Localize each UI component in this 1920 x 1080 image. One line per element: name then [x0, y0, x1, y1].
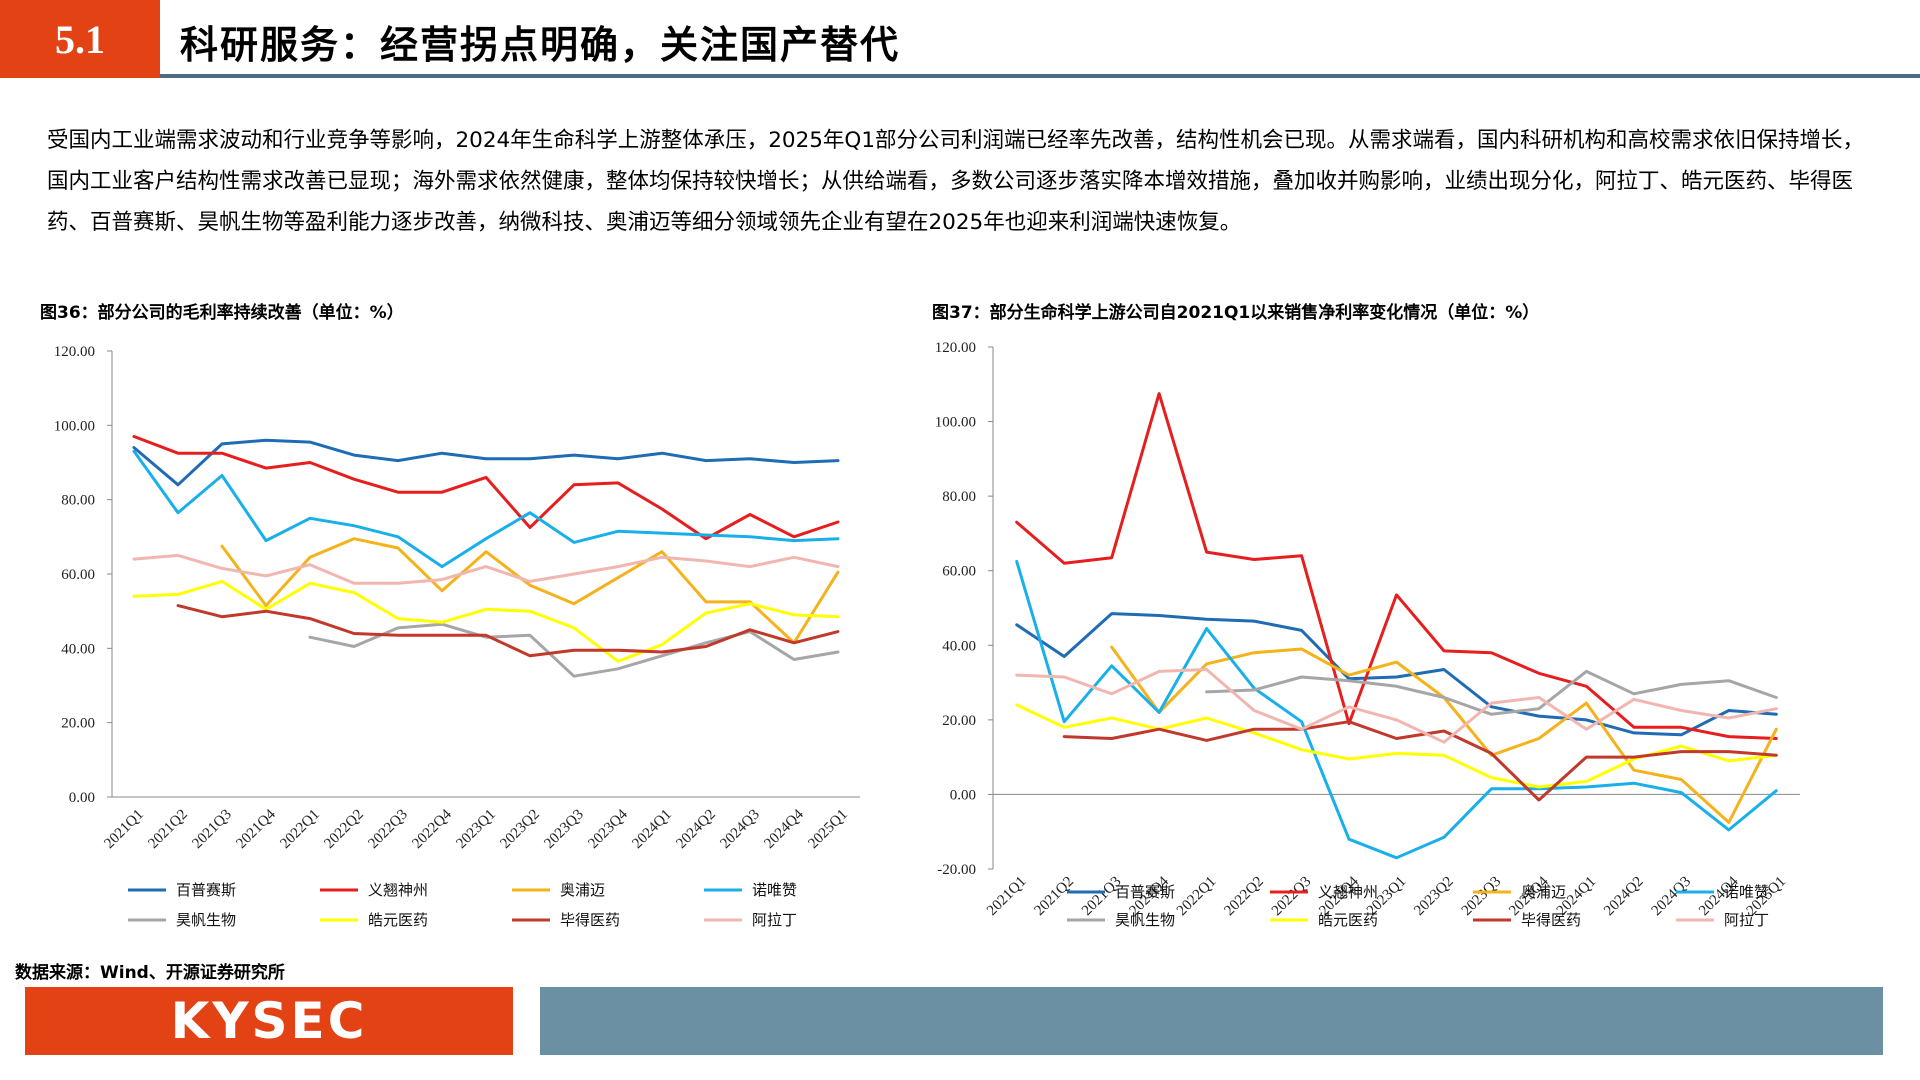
figure-36-title: 图36：部分公司的毛利率持续改善（单位：%）	[40, 303, 404, 323]
x-tick-label: 2021Q3	[189, 807, 234, 852]
x-tick-label: 2023Q2	[497, 807, 542, 852]
y-tick-label: 80.00	[942, 489, 976, 505]
footer-bar	[540, 987, 1883, 1055]
y-tick-label: 40.00	[942, 638, 976, 654]
x-tick-label: 2021Q4	[233, 806, 279, 852]
logo-text: KYSEC	[170, 992, 368, 1050]
y-tick-label: 100.00	[935, 415, 976, 431]
legend-label: 奥浦迈	[560, 881, 605, 899]
x-tick-label: 2023Q2	[1411, 874, 1456, 919]
legend-label: 昊帆生物	[1115, 911, 1175, 929]
gross-margin-chart: 0.00 20.00 40.00 60.00 80.00 100.00 120.00 2021…	[54, 344, 860, 929]
data-source: 数据来源：Wind、开源证券研究所	[15, 963, 285, 983]
series-line	[1205, 669, 1778, 716]
figure-37-title: 图37：部分生命科学上游公司自2021Q1以来销售净利率变化情况（单位：%）	[932, 303, 1540, 323]
x-tick-label: 2022Q1	[1174, 874, 1219, 919]
x-tick-label: 2024Q3	[1649, 874, 1694, 919]
net-margin-chart: -20.00 0.00 20.00 40.00 60.00 80.00 100.00 120.…	[935, 340, 1800, 929]
x-tick-label: 2021Q2	[145, 807, 190, 852]
kysec-logo: KYSEC	[25, 987, 513, 1055]
y-tick-label: 0.00	[69, 790, 95, 806]
x-tick-label: 2024Q4	[761, 806, 807, 852]
series-line	[176, 604, 840, 658]
header-divider	[160, 74, 1920, 78]
legend-label: 百普赛斯	[1115, 883, 1175, 901]
page-title: 科研服务：经营拐点明确，关注国产替代	[180, 23, 901, 67]
series-line	[1015, 559, 1778, 860]
x-tick-label: 2022Q1	[277, 807, 322, 852]
x-tick-label: 2024Q1	[629, 807, 674, 852]
x-tick-label: 2023Q3	[1459, 874, 1504, 919]
x-tick-label: 2022Q2	[1221, 874, 1266, 919]
x-tick-label: 2022Q3	[365, 807, 410, 852]
y-tick-label: 0.00	[950, 787, 976, 803]
x-tick-label: 2022Q3	[1269, 874, 1314, 919]
x-tick-label: 2023Q1	[453, 807, 498, 852]
legend-label: 诺唯赞	[752, 881, 797, 899]
legend-label: 阿拉丁	[1724, 911, 1769, 929]
intro-paragraph: 受国内工业端需求波动和行业竞争等影响，2024年生命科学上游整体承压，2025年…	[47, 128, 1865, 235]
legend-label: 义翘神州	[1318, 883, 1378, 901]
legend-label: 阿拉丁	[752, 911, 797, 929]
y-tick-label: 60.00	[942, 564, 976, 580]
header: 5.1 科研服务：经营拐点明确，关注国产替代	[0, 0, 1920, 78]
y-tick-label: 80.00	[61, 493, 95, 509]
series-line	[132, 449, 840, 569]
legend-label: 毕得医药	[1521, 911, 1581, 929]
x-tick-label: 2022Q4	[409, 806, 455, 852]
x-tick-label: 2021Q1	[984, 874, 1029, 919]
legend-label: 毕得医药	[560, 911, 620, 929]
series-line	[132, 438, 840, 487]
y-tick-label: -20.00	[937, 862, 976, 878]
y-tick-label: 40.00	[61, 641, 95, 657]
x-tick-label: 2025Q1	[805, 807, 850, 852]
series-line	[1015, 392, 1778, 740]
y-tick-label: 20.00	[61, 716, 95, 732]
legend-label: 百普赛斯	[176, 881, 236, 899]
x-tick-label: 2021Q1	[101, 807, 146, 852]
x-tick-label: 2023Q4	[585, 806, 631, 852]
legend-label: 皓元医药	[368, 911, 428, 929]
x-tick-label: 2024Q3	[717, 807, 762, 852]
x-tick-label: 2024Q2	[673, 807, 718, 852]
series-line	[132, 579, 840, 663]
legend-label: 义翘神州	[368, 881, 428, 899]
legend-label: 诺唯赞	[1724, 883, 1769, 901]
series-line	[1062, 720, 1778, 802]
legend-label: 皓元医药	[1318, 911, 1378, 929]
series-line	[132, 553, 840, 585]
y-tick-label: 120.00	[935, 340, 976, 356]
y-tick-label: 60.00	[61, 567, 95, 583]
section-number: 5.1	[0, 0, 160, 78]
series-line	[132, 435, 840, 541]
series-line	[1015, 612, 1778, 737]
y-tick-label: 120.00	[54, 344, 95, 360]
y-tick-label: 100.00	[54, 418, 95, 434]
legend-label: 奥浦迈	[1521, 883, 1566, 901]
y-tick-label: 20.00	[942, 713, 976, 729]
x-tick-label: 2022Q2	[321, 807, 366, 852]
series-line	[308, 622, 840, 678]
x-tick-label: 2021Q2	[1032, 874, 1077, 919]
legend-label: 昊帆生物	[176, 911, 236, 929]
series-line	[220, 537, 840, 645]
series-line	[1015, 668, 1778, 744]
x-tick-label: 2023Q3	[541, 807, 586, 852]
x-tick-label: 2024Q2	[1601, 874, 1646, 919]
